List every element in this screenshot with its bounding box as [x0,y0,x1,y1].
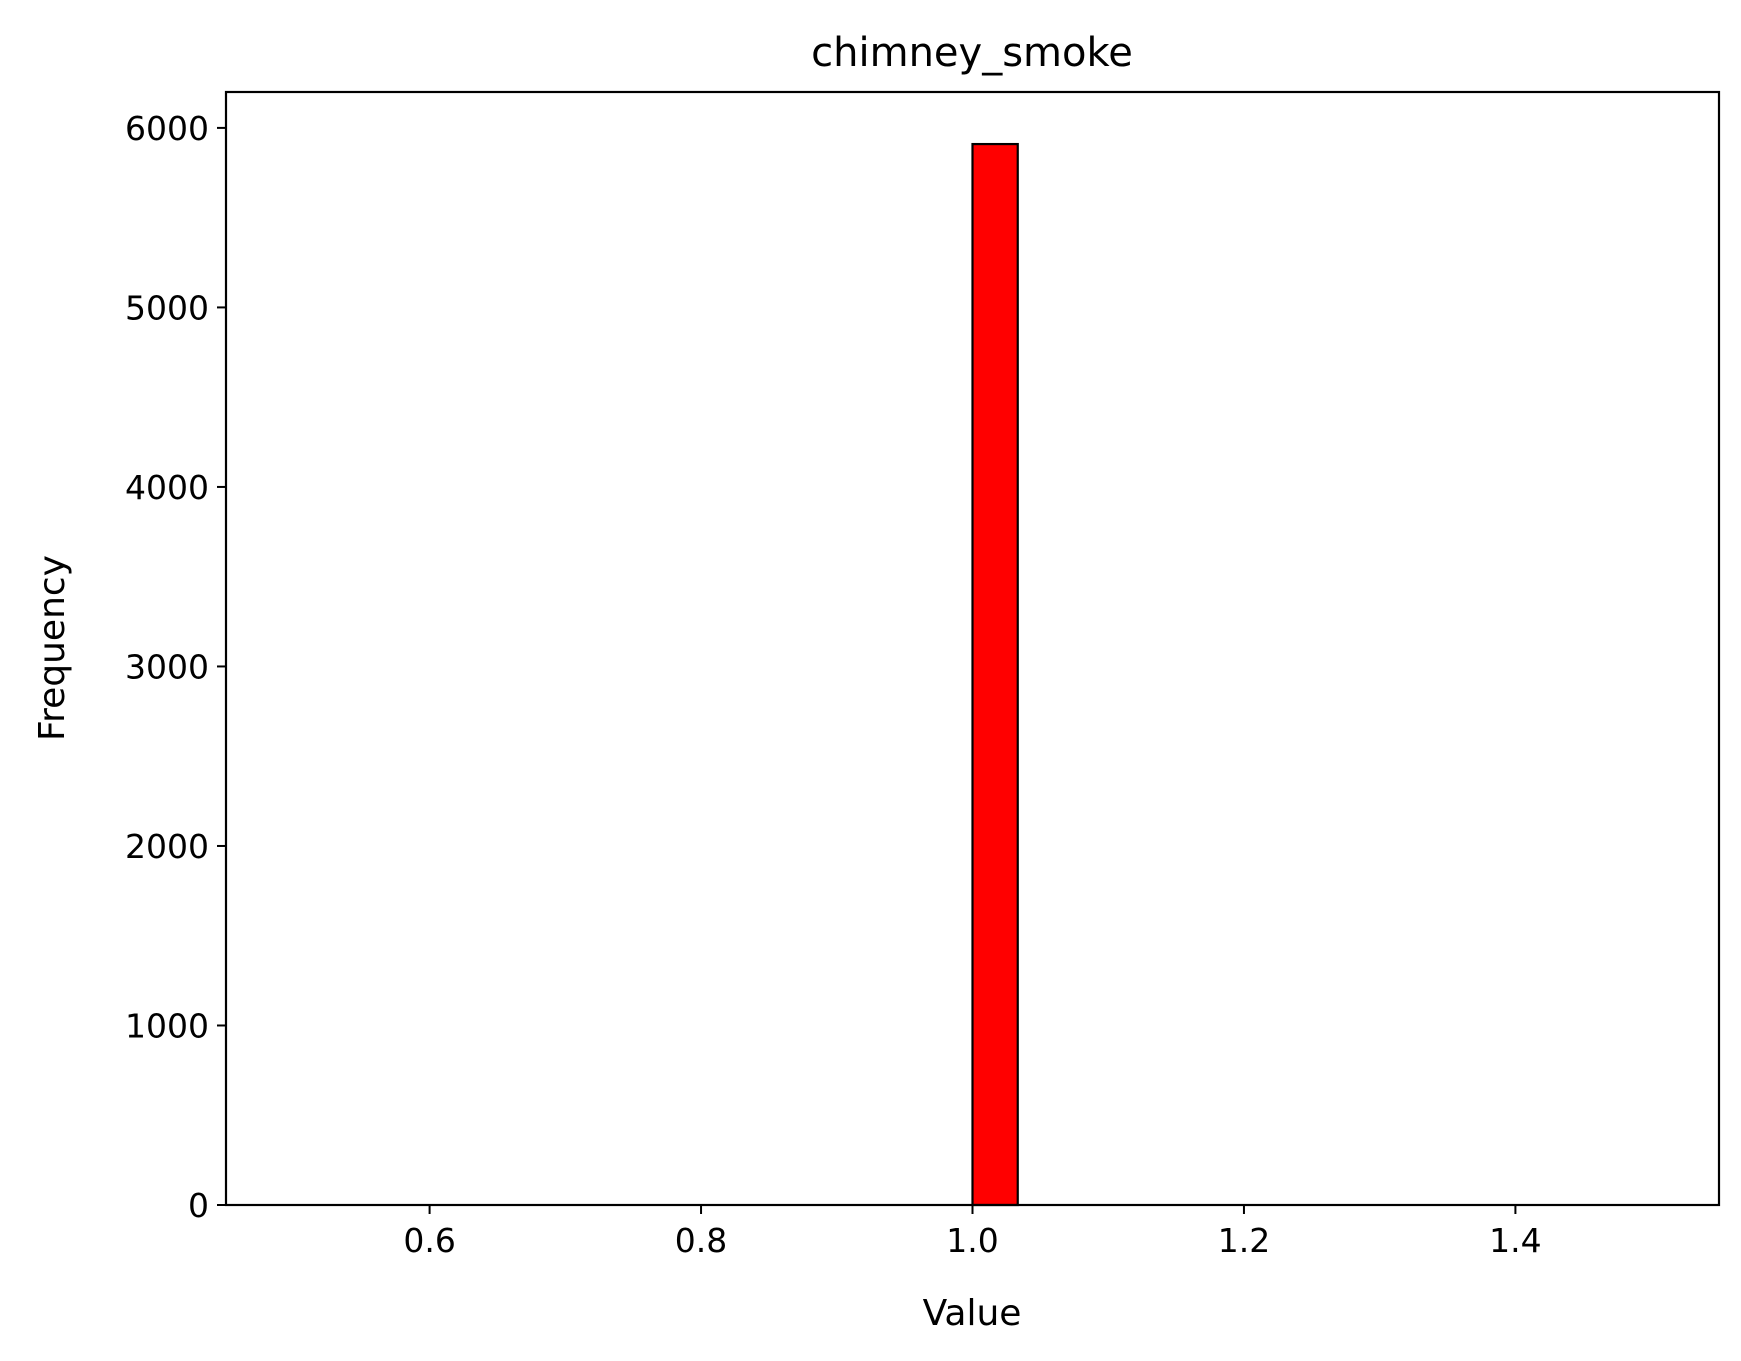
x-tick-label: 1.2 [1218,1221,1270,1260]
y-tick-label: 6000 [125,109,209,148]
y-tick-label: 5000 [125,288,209,327]
x-tick-label: 0.6 [403,1221,455,1260]
x-axis-label: Value [923,1293,1022,1334]
y-tick-label: 4000 [125,468,209,507]
histogram-bars [971,142,1019,1207]
x-tick-label: 1.4 [1489,1221,1541,1260]
x-tick-label: 0.8 [675,1221,727,1260]
y-axis-label: Frequency [32,555,73,741]
histogram-bar [971,142,1019,1207]
x-axis-ticks: 0.6 0.8 1.0 1.2 1.4 [403,1205,1542,1260]
y-tick-label: 1000 [125,1006,209,1045]
y-tick-label: 0 [188,1186,209,1225]
x-tick-label: 1.0 [946,1221,998,1260]
y-tick-label: 2000 [125,827,209,866]
y-tick-label: 3000 [125,647,209,686]
y-axis-ticks: 0 1000 2000 3000 4000 5000 6000 [125,109,226,1225]
chart-title: chimney_smoke [811,30,1133,76]
